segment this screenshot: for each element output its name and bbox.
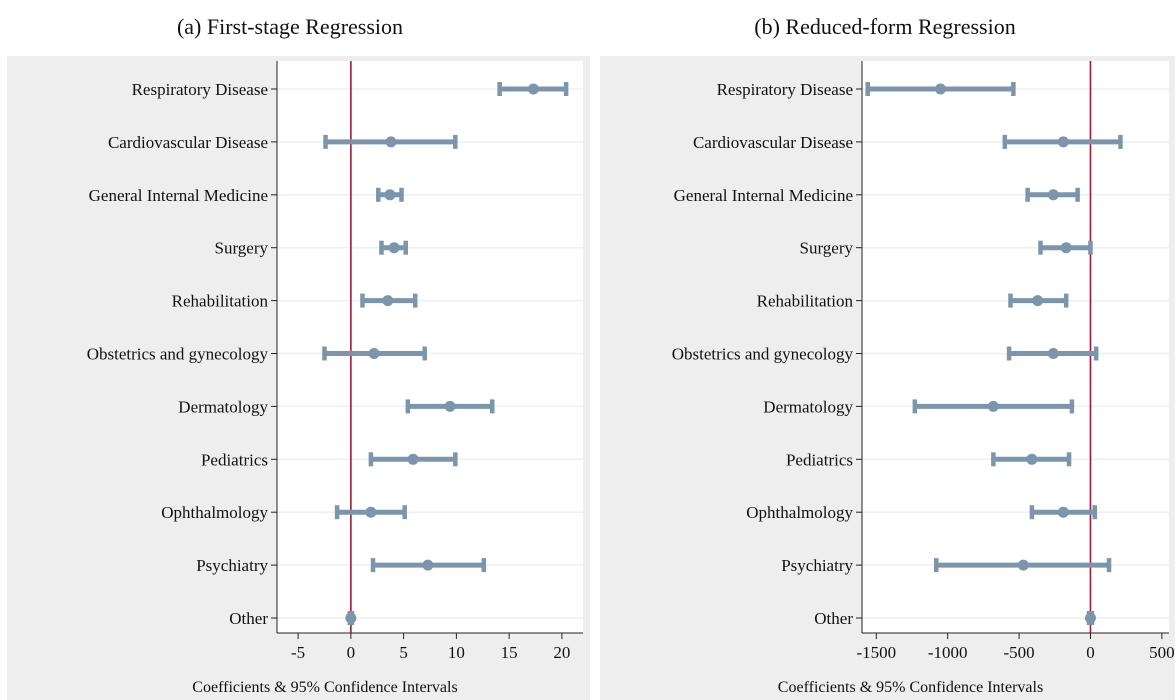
y-tick-label-surgery: Surgery	[214, 239, 268, 258]
y-tick-label-respiratory-disease: Respiratory Disease	[717, 80, 853, 99]
x-tick-label: 0	[347, 643, 356, 662]
point-estimate-rehabilitation	[1032, 295, 1044, 307]
y-tick-label-pediatrics: Pediatrics	[201, 450, 268, 469]
y-tick-label-obstetrics-and-gynecology: Obstetrics and gynecology	[87, 345, 269, 364]
point-estimate-dermatology	[987, 400, 999, 412]
point-estimate-cardiovascular-disease	[1057, 136, 1069, 148]
x-tick-label: 500	[1149, 643, 1175, 662]
point-estimate-general-internal-medicine	[1047, 189, 1059, 201]
y-tick-label-ophthalmology: Ophthalmology	[746, 503, 853, 522]
y-tick-label-other: Other	[229, 609, 268, 628]
x-tick-label: 10	[448, 643, 465, 662]
point-estimate-psychiatry	[422, 559, 434, 571]
point-estimate-obstetrics-and-gynecology	[368, 348, 380, 359]
plot-area	[862, 61, 1169, 633]
x-tick-label: -1500	[856, 643, 896, 662]
point-estimate-pediatrics	[407, 453, 419, 465]
point-estimate-obstetrics-and-gynecology	[1047, 348, 1059, 359]
panel-a: Respiratory Disease Cardiovascular Diseas…	[7, 56, 590, 700]
point-estimate-general-internal-medicine	[384, 189, 396, 201]
first-stage-chart: Respiratory Disease Cardiovascular Diseas…	[87, 61, 583, 696]
point-estimate-other	[345, 612, 357, 624]
y-tick-label-rehabilitation: Rehabilitation	[172, 292, 269, 311]
point-estimate-dermatology	[444, 400, 456, 412]
y-tick-label-other: Other	[814, 609, 853, 628]
point-estimate-surgery	[388, 242, 400, 254]
panel-b: Respiratory Disease Cardiovascular Diseas…	[600, 56, 1175, 700]
x-tick-label: -500	[1003, 643, 1034, 662]
point-estimate-surgery	[1060, 242, 1072, 254]
x-axis-label: Coefficients & 95% Confidence Intervals	[778, 679, 1043, 696]
x-axis-label: Coefficients & 95% Confidence Intervals	[192, 679, 457, 696]
y-tick-label-respiratory-disease: Respiratory Disease	[132, 80, 268, 99]
panel-a-title: (a) First-stage Regression	[176, 14, 404, 39]
x-tick-label: 0	[1086, 643, 1095, 662]
reduced-form-chart: Respiratory Disease Cardiovascular Diseas…	[672, 61, 1175, 696]
y-tick-label-obstetrics-and-gynecology: Obstetrics and gynecology	[672, 345, 854, 364]
y-tick-label-psychiatry: Psychiatry	[196, 556, 268, 575]
x-tick-label: 5	[399, 643, 408, 662]
point-estimate-respiratory-disease	[935, 83, 947, 95]
y-tick-label-cardiovascular-disease: Cardiovascular Disease	[693, 133, 853, 152]
point-estimate-other	[1084, 612, 1096, 624]
point-estimate-pediatrics	[1026, 453, 1038, 465]
x-tick-label: 15	[501, 643, 518, 662]
y-tick-label-pediatrics: Pediatrics	[786, 450, 853, 469]
plot-area	[277, 61, 583, 633]
x-tick-label: -5	[291, 643, 305, 662]
point-estimate-ophthalmology	[1057, 506, 1069, 518]
panel-b-title: (b) Reduced-form Regression	[754, 14, 1016, 39]
point-estimate-psychiatry	[1017, 559, 1029, 571]
point-estimate-respiratory-disease	[527, 83, 539, 95]
point-estimate-ophthalmology	[365, 506, 377, 518]
y-tick-label-dermatology: Dermatology	[178, 397, 268, 416]
x-tick-label: -1000	[928, 643, 968, 662]
y-tick-label-surgery: Surgery	[799, 239, 853, 258]
x-tick-label: 20	[553, 643, 570, 662]
y-tick-label-rehabilitation: Rehabilitation	[757, 292, 854, 311]
y-tick-label-general-internal-medicine: General Internal Medicine	[89, 186, 268, 205]
y-tick-label-ophthalmology: Ophthalmology	[161, 503, 268, 522]
y-tick-label-cardiovascular-disease: Cardiovascular Disease	[108, 133, 268, 152]
y-tick-label-dermatology: Dermatology	[763, 397, 853, 416]
point-estimate-rehabilitation	[382, 295, 394, 307]
y-tick-label-general-internal-medicine: General Internal Medicine	[674, 186, 853, 205]
y-tick-label-psychiatry: Psychiatry	[781, 556, 853, 575]
point-estimate-cardiovascular-disease	[385, 136, 397, 148]
